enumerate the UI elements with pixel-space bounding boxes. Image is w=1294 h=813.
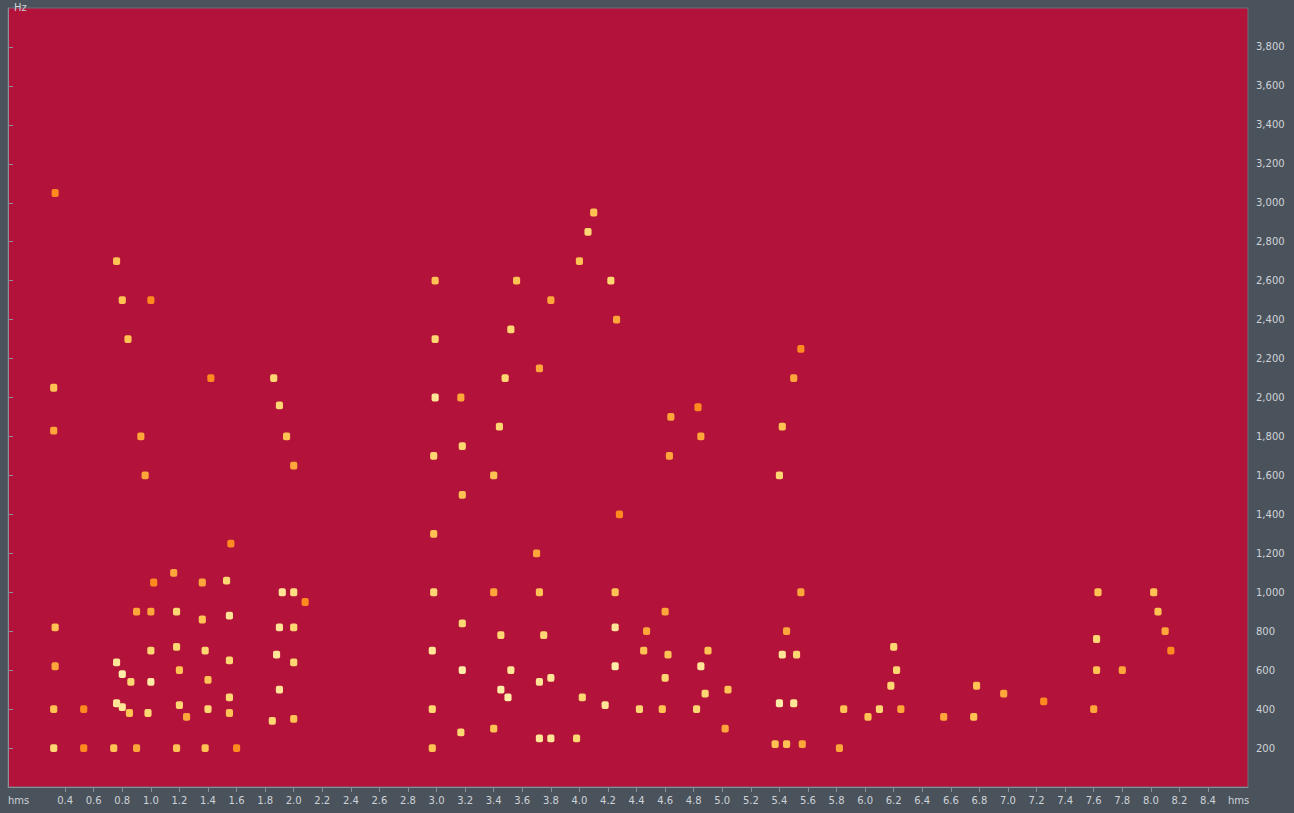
svg-text:3,400: 3,400 [1256,119,1285,130]
svg-text:7.0: 7.0 [1000,795,1016,806]
svg-text:3,800: 3,800 [1256,41,1285,52]
svg-text:5.0: 5.0 [714,795,730,806]
svg-text:1,800: 1,800 [1256,431,1285,442]
svg-text:6.8: 6.8 [971,795,987,806]
svg-text:800: 800 [1256,626,1275,637]
svg-text:5.8: 5.8 [829,795,845,806]
svg-text:5.6: 5.6 [800,795,816,806]
svg-text:Hz: Hz [14,2,27,13]
svg-text:1,400: 1,400 [1256,509,1285,520]
svg-text:3,600: 3,600 [1256,80,1285,91]
svg-text:2.8: 2.8 [400,795,416,806]
svg-text:4.6: 4.6 [657,795,673,806]
svg-text:3.0: 3.0 [429,795,445,806]
svg-text:4.8: 4.8 [686,795,702,806]
svg-text:7.6: 7.6 [1086,795,1102,806]
svg-text:7.8: 7.8 [1114,795,1130,806]
svg-text:6.4: 6.4 [914,795,930,806]
svg-text:1,000: 1,000 [1256,587,1285,598]
svg-text:3.2: 3.2 [457,795,473,806]
svg-text:hms: hms [1228,795,1249,806]
svg-text:8.0: 8.0 [1143,795,1159,806]
svg-text:8.4: 8.4 [1200,795,1216,806]
svg-text:3.4: 3.4 [486,795,502,806]
svg-text:600: 600 [1256,665,1275,676]
svg-text:400: 400 [1256,704,1275,715]
svg-text:3,200: 3,200 [1256,158,1285,169]
svg-text:6.0: 6.0 [857,795,873,806]
svg-text:2.0: 2.0 [286,795,302,806]
svg-text:7.2: 7.2 [1029,795,1045,806]
svg-text:2,400: 2,400 [1256,314,1285,325]
svg-text:1.0: 1.0 [143,795,159,806]
svg-text:2.4: 2.4 [343,795,359,806]
svg-text:1.2: 1.2 [171,795,187,806]
svg-text:1,600: 1,600 [1256,470,1285,481]
svg-text:1.6: 1.6 [229,795,245,806]
svg-text:2.2: 2.2 [314,795,330,806]
svg-text:3.6: 3.6 [514,795,530,806]
svg-text:hms: hms [8,795,29,806]
svg-text:200: 200 [1256,743,1275,754]
svg-text:5.4: 5.4 [771,795,787,806]
svg-text:2.6: 2.6 [371,795,387,806]
svg-text:2,000: 2,000 [1256,392,1285,403]
svg-text:6.6: 6.6 [943,795,959,806]
svg-text:0.6: 0.6 [86,795,102,806]
svg-text:4.2: 4.2 [600,795,616,806]
svg-text:4.0: 4.0 [571,795,587,806]
svg-text:8.2: 8.2 [1171,795,1187,806]
svg-text:0.4: 0.4 [57,795,73,806]
svg-text:2,600: 2,600 [1256,275,1285,286]
svg-text:1.8: 1.8 [257,795,273,806]
svg-text:0.8: 0.8 [114,795,130,806]
svg-text:2,800: 2,800 [1256,236,1285,247]
svg-text:3,000: 3,000 [1256,197,1285,208]
svg-text:6.2: 6.2 [886,795,902,806]
svg-text:4.4: 4.4 [629,795,645,806]
svg-text:3.8: 3.8 [543,795,559,806]
svg-text:7.4: 7.4 [1057,795,1073,806]
svg-text:1.4: 1.4 [200,795,216,806]
svg-text:1,200: 1,200 [1256,548,1285,559]
svg-text:5.2: 5.2 [743,795,759,806]
svg-text:2,200: 2,200 [1256,353,1285,364]
